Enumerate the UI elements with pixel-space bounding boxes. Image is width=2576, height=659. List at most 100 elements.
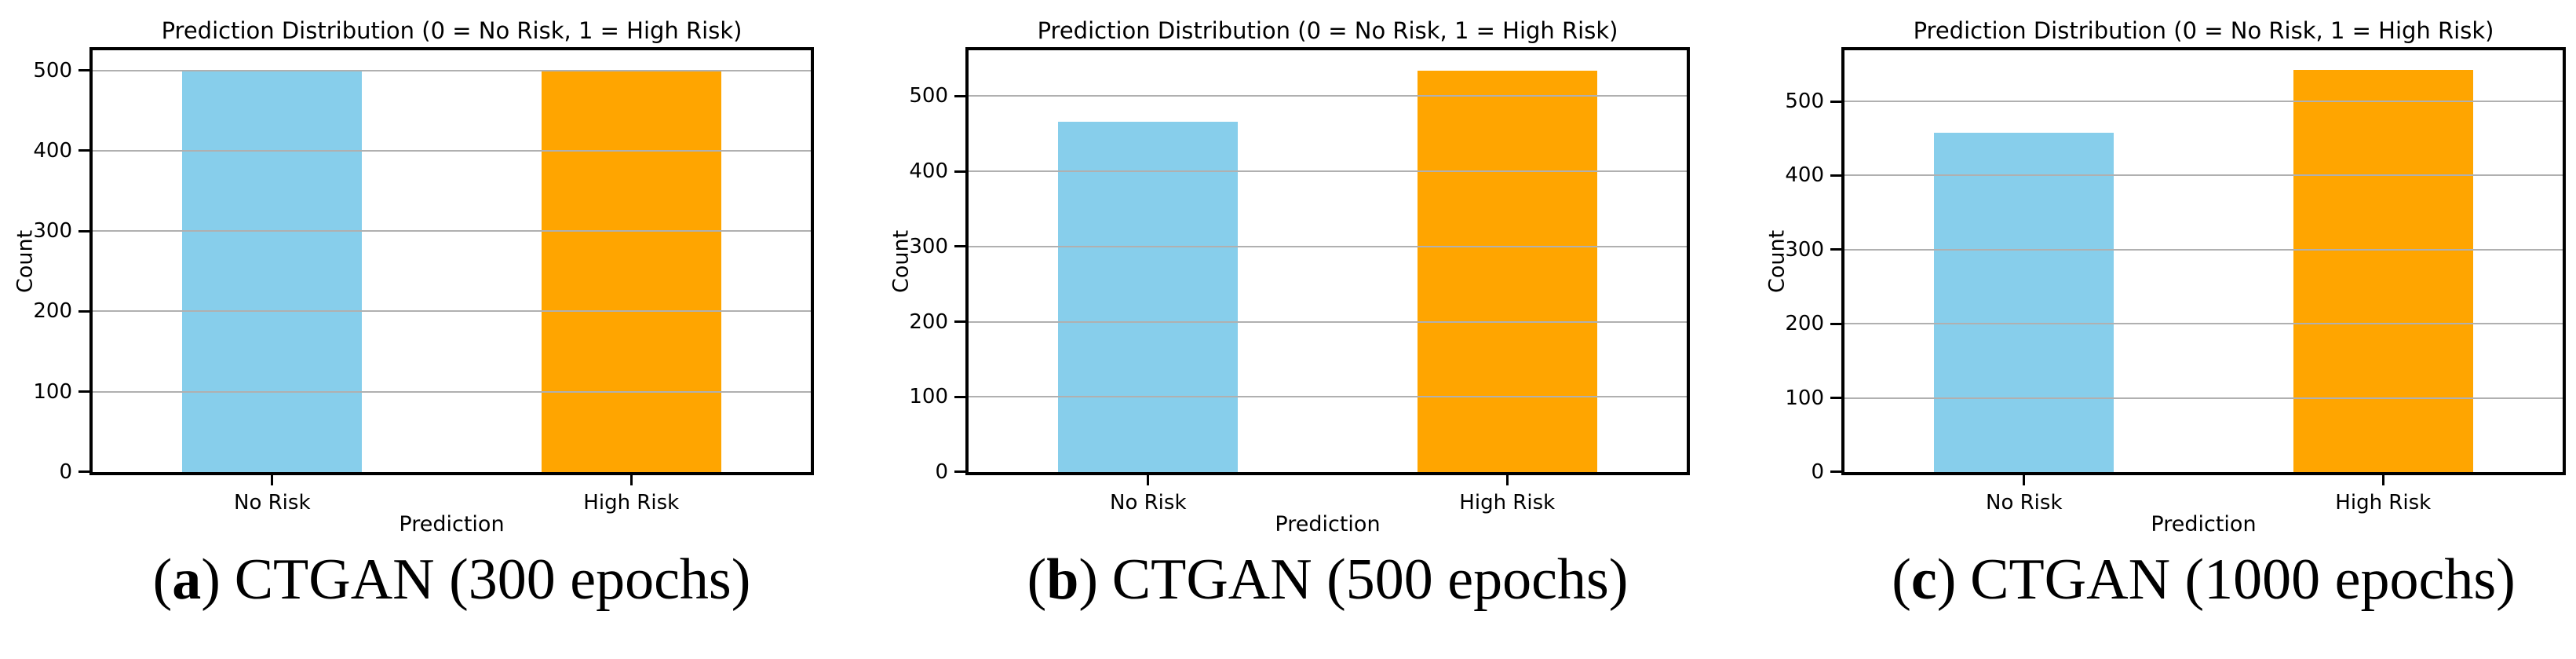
- y-tick-label: 200: [909, 309, 948, 334]
- plot-area: 0 100 200 300 400 500 No Risk High Risk: [1785, 47, 2566, 514]
- y-tick-label: 400: [1785, 163, 1824, 188]
- axis-spine-left: [965, 47, 969, 475]
- chart-title: Prediction Distribution (0 = No Risk, 1 …: [161, 17, 743, 44]
- gridline-y-400: [1844, 174, 2563, 177]
- x-tick-mark: [2023, 475, 2026, 485]
- gridline-y-200: [93, 310, 811, 313]
- y-tick-label: 400: [909, 159, 948, 184]
- chart-figure: Prediction Distribution (0 = No Risk, 1 …: [889, 0, 1690, 659]
- caption-text: CTGAN (1000 epochs): [1970, 547, 2516, 612]
- y-tick-label: 0: [935, 460, 948, 484]
- caption-paren-open: (: [152, 547, 173, 612]
- gridline-y-500: [969, 95, 1687, 97]
- gridline-y-200: [969, 320, 1687, 323]
- y-axis-label: Count: [13, 229, 38, 293]
- subfigure-caption: (c) CTGAN (1000 epochs): [1844, 540, 2563, 619]
- y-tick-mark: [78, 309, 89, 313]
- x-tick-label-high-risk: High Risk: [2335, 491, 2432, 514]
- y-tick-mark: [1830, 100, 1841, 103]
- caption-letter: c: [1910, 547, 1937, 612]
- caption-text: CTGAN (300 epochs): [234, 547, 751, 612]
- subfigure-caption: (a) CTGAN (300 epochs): [93, 540, 811, 619]
- y-tick-mark: [1830, 322, 1841, 325]
- y-tick-mark: [954, 395, 965, 398]
- x-axis-label: Prediction: [399, 512, 505, 536]
- bar-high-risk: [2293, 70, 2473, 472]
- bar-no-risk: [1058, 121, 1239, 472]
- axis-spine-top: [89, 47, 814, 50]
- y-tick-label: 200: [1785, 312, 1824, 336]
- y-tick-mark: [78, 149, 89, 152]
- caption-paren-close: ): [201, 547, 221, 612]
- chart-figure: Prediction Distribution (0 = No Risk, 1 …: [13, 0, 814, 659]
- caption-paren-open: (: [1027, 547, 1047, 612]
- chart-title: Prediction Distribution (0 = No Risk, 1 …: [1913, 17, 2494, 44]
- chart-panel-a: Prediction Distribution (0 = No Risk, 1 …: [0, 0, 859, 659]
- x-tick-label-no-risk: No Risk: [1109, 491, 1187, 514]
- y-tick-mark: [1830, 470, 1841, 473]
- bar-high-risk: [1417, 70, 1597, 472]
- axis-spine-left: [89, 47, 93, 475]
- y-tick-label: 0: [1811, 460, 1824, 484]
- bar-no-risk: [1934, 132, 2114, 472]
- y-tick-mark: [1830, 174, 1841, 177]
- chart-title: Prediction Distribution (0 = No Risk, 1 …: [1037, 17, 1618, 44]
- axis-spine-right: [1687, 47, 1690, 475]
- y-tick-label: 300: [33, 219, 72, 243]
- bar-no-risk: [182, 70, 363, 472]
- axis-spine-left: [1841, 47, 1844, 475]
- y-tick-label: 100: [1785, 386, 1824, 410]
- chart-panel-b: Prediction Distribution (0 = No Risk, 1 …: [859, 0, 1717, 659]
- axis-spine-bottom: [965, 472, 1690, 475]
- y-tick-mark: [78, 470, 89, 473]
- y-tick-label: 500: [909, 84, 948, 108]
- y-tick-label: 100: [909, 385, 948, 409]
- subfigure-caption: (b) CTGAN (500 epochs): [969, 540, 1687, 619]
- bar-high-risk: [541, 70, 721, 472]
- caption-paren-open: (: [1892, 547, 1911, 612]
- gridline-y-400: [93, 149, 811, 152]
- chart-figure: Prediction Distribution (0 = No Risk, 1 …: [1765, 0, 2566, 659]
- plot-area: 0 100 200 300 400 500 No Risk High Risk: [909, 47, 1690, 514]
- y-tick-mark: [954, 245, 965, 248]
- y-tick-mark: [954, 320, 965, 324]
- axis-spine-right: [811, 47, 814, 475]
- caption-paren-close: ): [1936, 547, 1957, 612]
- x-tick-mark: [1505, 475, 1509, 485]
- y-tick-label: 500: [1785, 90, 1824, 114]
- y-tick-mark: [954, 470, 965, 473]
- y-tick-mark: [954, 170, 965, 173]
- y-tick-mark: [78, 390, 89, 394]
- x-tick-label-high-risk: High Risk: [583, 491, 680, 514]
- x-axis-label: Prediction: [1275, 512, 1381, 536]
- gridline-y-300: [93, 230, 811, 232]
- y-tick-label: 300: [1785, 237, 1824, 262]
- y-tick-mark: [1830, 397, 1841, 400]
- axis-spine-bottom: [89, 472, 814, 475]
- x-tick-label-no-risk: No Risk: [233, 491, 311, 514]
- x-tick-label-no-risk: No Risk: [1985, 491, 2063, 514]
- gridline-y-100: [1844, 397, 2563, 399]
- y-tick-label: 0: [59, 460, 72, 484]
- gridline-y-500: [93, 69, 811, 71]
- chart-panel-c: Prediction Distribution (0 = No Risk, 1 …: [1717, 0, 2576, 659]
- x-axis-label: Prediction: [2151, 512, 2257, 536]
- gridline-y-300: [969, 245, 1687, 247]
- y-tick-label: 500: [33, 58, 72, 82]
- gridline-y-400: [969, 170, 1687, 173]
- y-tick-label: 400: [33, 138, 72, 163]
- y-tick-mark: [78, 229, 89, 232]
- axis-spine-bottom: [1841, 472, 2566, 475]
- y-tick-mark: [1830, 248, 1841, 251]
- gridline-y-200: [1844, 323, 2563, 325]
- gridline-y-100: [969, 396, 1687, 398]
- gridline-y-100: [93, 390, 811, 393]
- x-tick-label-high-risk: High Risk: [1459, 491, 1556, 514]
- axis-spine-right: [2563, 47, 2566, 475]
- x-tick-mark: [271, 475, 274, 485]
- caption-text: CTGAN (500 epochs): [1111, 547, 1629, 612]
- caption-letter: a: [172, 547, 202, 612]
- y-tick-label: 200: [33, 299, 72, 324]
- y-tick-label: 100: [33, 379, 72, 404]
